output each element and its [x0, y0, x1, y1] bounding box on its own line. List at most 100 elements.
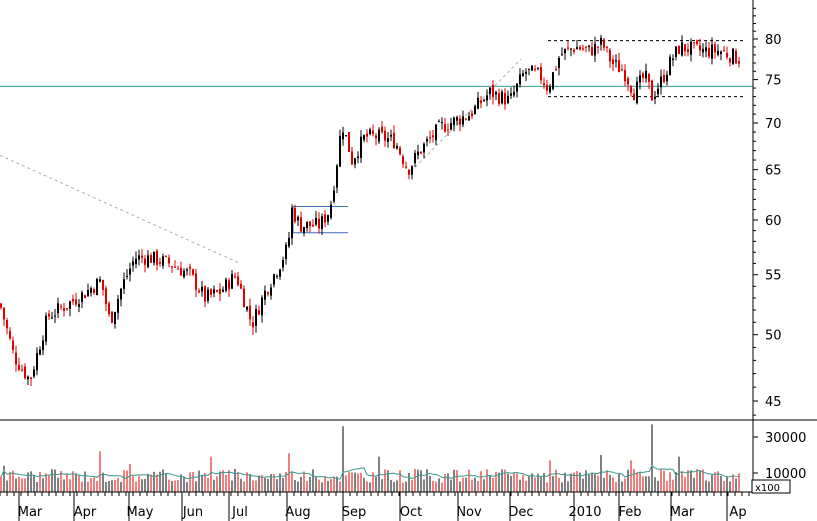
price-bar-body: [582, 48, 584, 50]
price-bar-body: [333, 190, 335, 202]
price-bar-body: [618, 60, 620, 73]
price-bar-body: [579, 46, 581, 50]
price-bar-body: [612, 59, 614, 65]
price-bar-body: [222, 289, 224, 292]
price-bar-body: [606, 46, 608, 48]
month-label: Apr: [74, 505, 97, 520]
price-bar-body: [489, 87, 491, 95]
price-bar-body: [306, 221, 308, 229]
price-bar-body: [123, 279, 125, 289]
price-bar-body: [681, 42, 683, 56]
price-bar-body: [303, 226, 305, 233]
price-bar-body: [195, 273, 197, 290]
price-bar-body: [615, 60, 617, 62]
trendline: [410, 58, 522, 172]
price-bar-body: [276, 275, 278, 277]
price-bar-body: [405, 166, 407, 168]
price-bar-body: [690, 41, 692, 55]
price-bar-body: [423, 143, 425, 153]
price-tick-label: 75: [765, 74, 782, 89]
price-bar-body: [27, 376, 29, 380]
price-bar-body: [282, 260, 284, 268]
price-bar-body: [396, 146, 398, 149]
price-bar-body: [414, 153, 416, 164]
price-bar-body: [522, 73, 524, 76]
price-bar-body: [630, 86, 632, 93]
price-bar-body: [57, 303, 59, 314]
price-tick-label: 80: [765, 33, 782, 48]
price-bar-body: [21, 369, 23, 371]
price-bar-body: [525, 71, 527, 74]
price-bar-body: [9, 330, 11, 339]
price-bar-body: [384, 130, 386, 141]
price-bar-body: [108, 303, 110, 315]
price-bar-body: [315, 217, 317, 225]
price-bar-body: [105, 288, 107, 305]
price-bar-body: [99, 279, 101, 282]
price-bar-body: [540, 67, 542, 81]
price-bar-body: [462, 116, 464, 125]
price-bar-body: [555, 69, 557, 71]
price-bar-body: [234, 276, 236, 278]
month-label: Ap: [729, 505, 746, 520]
price-bar-body: [48, 313, 50, 317]
price-bar-body: [543, 83, 545, 86]
price-bar-body: [453, 117, 455, 126]
price-axis: 45 50 55 60 65 70 75 80: [753, 7, 782, 416]
price-bar-body: [375, 135, 377, 139]
price-bar-body: [642, 73, 644, 78]
price-bar-body: [252, 322, 254, 328]
price-bar-body: [258, 310, 260, 315]
price-bar-body: [249, 305, 251, 320]
price-bar-body: [279, 269, 281, 277]
price-bar-body: [594, 43, 596, 56]
price-bar-body: [156, 250, 158, 265]
price-bar-body: [42, 340, 44, 351]
volume-average-line: [0, 465, 740, 480]
price-bar-body: [63, 308, 65, 311]
price-bar-body: [390, 134, 392, 137]
price-bar-body: [129, 268, 131, 275]
price-bar-body: [624, 70, 626, 82]
price-bar-body: [348, 132, 350, 152]
price-bar-body: [465, 118, 467, 120]
price-bar-body: [189, 266, 191, 269]
price-bar-body: [183, 270, 185, 277]
price-bar-body: [30, 377, 32, 379]
price-bar-body: [654, 96, 656, 99]
price-bar-body: [501, 91, 503, 104]
price-bar-body: [699, 45, 701, 51]
price-bar-body: [558, 58, 560, 68]
price-bar-body: [564, 48, 566, 54]
price-bar-body: [720, 51, 722, 54]
price-bar-body: [3, 307, 5, 320]
price-bar-body: [237, 276, 239, 285]
price-bar-body: [360, 136, 362, 158]
volume-panel: [0, 424, 740, 492]
price-bar-body: [648, 73, 650, 82]
price-bar-body: [705, 47, 707, 52]
trendline: [0, 154, 241, 264]
price-bar-body: [228, 280, 230, 290]
price-bar-body: [84, 295, 86, 299]
price-bar-body: [639, 75, 641, 83]
price-bar-body: [450, 123, 452, 130]
price-bar-body: [693, 42, 695, 44]
price-bar-body: [24, 366, 26, 379]
price-bar-body: [480, 100, 482, 104]
price-bar-body: [657, 88, 659, 95]
price-bar-body: [342, 132, 344, 140]
price-bar-body: [135, 258, 137, 265]
price-bar-body: [111, 311, 113, 323]
price-bar-body: [174, 266, 176, 268]
price-bar-body: [300, 217, 302, 232]
price-bar-body: [72, 298, 74, 302]
price-bar-body: [669, 56, 671, 76]
price-bar-body: [432, 135, 434, 138]
price-bar-body: [672, 58, 674, 61]
price-bar-body: [318, 218, 320, 229]
price-bar-body: [603, 39, 605, 48]
price-bar-body: [684, 44, 686, 52]
price-bar-body: [381, 126, 383, 133]
